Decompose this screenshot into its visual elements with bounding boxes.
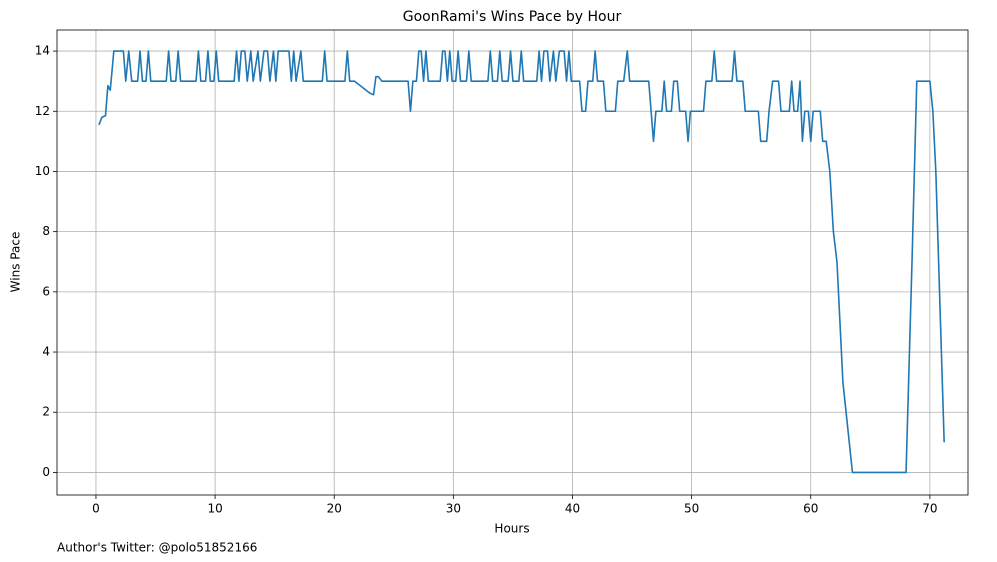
y-axis-label: Wins Pace [9, 232, 23, 293]
y-tick-label: 10 [35, 164, 50, 178]
x-tick-label: 40 [565, 502, 580, 516]
x-tick-label: 70 [922, 502, 937, 516]
x-tick-label: 60 [803, 502, 818, 516]
y-tick-label: 2 [42, 405, 50, 419]
x-tick-label: 30 [446, 502, 461, 516]
y-tick-label: 0 [42, 465, 50, 479]
y-tick-label: 4 [42, 345, 50, 359]
y-tick-label: 6 [42, 284, 50, 298]
y-tick-label: 14 [35, 44, 50, 58]
y-tick-label: 12 [35, 104, 50, 118]
x-axis-label: Hours [494, 522, 529, 536]
chart-title: GoonRami's Wins Pace by Hour [403, 9, 622, 25]
x-tick-label: 10 [207, 502, 222, 516]
x-tick-label: 50 [684, 502, 699, 516]
y-tick-label: 8 [42, 224, 50, 238]
data-line [98, 50, 945, 474]
annotation: Author's Twitter: @polo51852166 [57, 541, 257, 555]
x-tick-label: 20 [327, 502, 342, 516]
x-tick-label: 0 [92, 502, 100, 516]
plot-frame [56, 29, 969, 496]
